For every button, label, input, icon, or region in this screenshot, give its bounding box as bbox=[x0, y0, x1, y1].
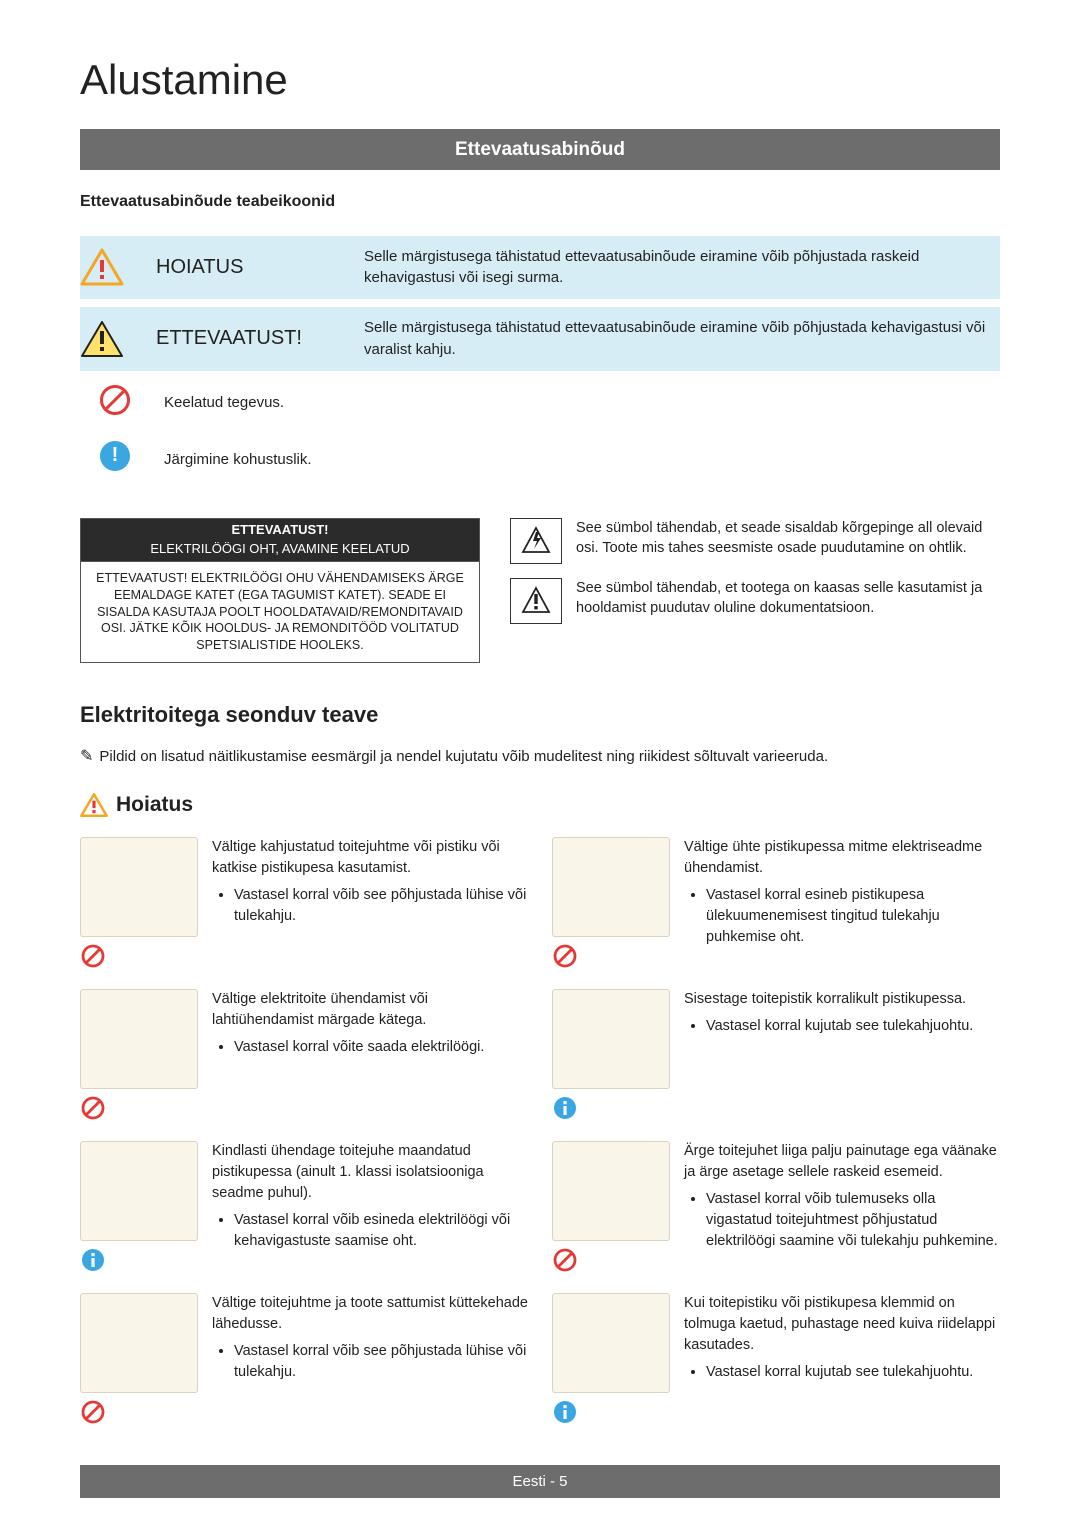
caution-box-title: ETTEVAATUST! bbox=[81, 521, 479, 540]
prohibit-icon bbox=[552, 1247, 578, 1273]
warning-item: Kui toitepistiku või pistikupesa klemmid… bbox=[552, 1293, 1000, 1425]
caution-label: ETTEVAATUST! bbox=[150, 307, 350, 371]
icon-legend-table: HOIATUS Selle märgistusega tähistatud et… bbox=[80, 228, 1000, 493]
warning-sub-text: Vastasel korral võib esineda elektrilöög… bbox=[234, 1210, 528, 1252]
caution-box-subtitle: ELEKTRILÖÖGI OHT, AVAMINE KEELATUD bbox=[81, 540, 479, 559]
mandatory-desc: Järgimine kohustuslik. bbox=[150, 435, 1000, 484]
warning-item: Vältige ühte pistikupessa mitme elektris… bbox=[552, 837, 1000, 969]
caution-box-body: ETTEVAATUST! ELEKTRILÖÖGI OHU VÄHENDAMIS… bbox=[80, 562, 480, 663]
documentation-icon bbox=[521, 586, 551, 616]
mandatory-icon bbox=[552, 1095, 578, 1121]
warning-triangle-icon bbox=[80, 248, 124, 286]
warning-item: Vältige elektritoite ühendamist või laht… bbox=[80, 989, 528, 1121]
warning-sub-text: Vastasel korral esineb pistikupesa üleku… bbox=[706, 885, 1000, 948]
warning-main-text: Kui toitepistiku või pistikupesa klemmid… bbox=[684, 1293, 1000, 1356]
note-icon: ✎ bbox=[80, 748, 93, 765]
warning-main-text: Vältige kahjustatud toitejuhtme või pist… bbox=[212, 837, 528, 879]
warning-sub-text: Vastasel korral kujutab see tulekahjuoht… bbox=[706, 1362, 1000, 1383]
warning-sub-text: Vastasel korral võib see põhjustada lühi… bbox=[234, 1341, 528, 1383]
row-mandatory: Järgimine kohustuslik. bbox=[80, 435, 1000, 484]
section-bar: Ettevaatusabinõud bbox=[80, 129, 1000, 171]
row-prohibit: Keelatud tegevus. bbox=[80, 379, 1000, 428]
illustration-placeholder bbox=[552, 837, 670, 937]
prohibit-icon bbox=[80, 1095, 106, 1121]
illustration-placeholder bbox=[80, 1293, 198, 1393]
h3-warning-text: Hoiatus bbox=[116, 790, 193, 820]
warning-main-text: Vältige ühte pistikupessa mitme elektris… bbox=[684, 837, 1000, 879]
high-voltage-icon bbox=[521, 526, 551, 556]
warning-main-text: Kindlasti ühendage toitejuhe maandatud p… bbox=[212, 1141, 528, 1204]
footer-page: 5 bbox=[559, 1473, 567, 1490]
warning-triangle-icon-small bbox=[80, 793, 108, 817]
warning-item: Vältige kahjustatud toitejuhtme või pist… bbox=[80, 837, 528, 969]
illustration-placeholder bbox=[552, 1141, 670, 1241]
warning-sub-text: Vastasel korral võite saada elektrilöögi… bbox=[234, 1037, 528, 1058]
warning-sub-text: Vastasel korral võib see põhjustada lühi… bbox=[234, 885, 528, 927]
illustration-placeholder bbox=[80, 837, 198, 937]
row-caution: ETTEVAATUST! Selle märgistusega tähistat… bbox=[80, 307, 1000, 371]
illustration-placeholder bbox=[552, 1293, 670, 1393]
row-warning: HOIATUS Selle märgistusega tähistatud et… bbox=[80, 236, 1000, 300]
symbol-row-doc: See sümbol tähendab, et tootega on kaasa… bbox=[510, 578, 1000, 624]
warning-main-text: Ärge toitejuhet liiga palju painutage eg… bbox=[684, 1141, 1000, 1183]
warning-label: HOIATUS bbox=[150, 236, 350, 300]
subheading-icons: Ettevaatusabinõude teabeikoonid bbox=[80, 190, 1000, 213]
illustration-placeholder bbox=[80, 1141, 198, 1241]
caution-box: ETTEVAATUST! ELEKTRILÖÖGI OHT, AVAMINE K… bbox=[80, 518, 480, 663]
illustration-placeholder bbox=[80, 989, 198, 1089]
footer-lang: Eesti bbox=[512, 1473, 545, 1490]
note-text: Pildid on lisatud näitlikustamise eesmär… bbox=[99, 748, 828, 765]
mandatory-icon bbox=[80, 1247, 106, 1273]
caution-triangle-icon bbox=[80, 320, 124, 358]
warning-sub-text: Vastasel korral kujutab see tulekahjuoht… bbox=[706, 1016, 1000, 1037]
warning-item: Kindlasti ühendage toitejuhe maandatud p… bbox=[80, 1141, 528, 1273]
page-footer: Eesti - 5 bbox=[80, 1465, 1000, 1499]
warning-item: Ärge toitejuhet liiga palju painutage eg… bbox=[552, 1141, 1000, 1273]
mandatory-icon bbox=[100, 441, 130, 471]
h3-warning: Hoiatus bbox=[80, 790, 1000, 820]
prohibit-icon bbox=[80, 1399, 106, 1425]
prohibit-icon bbox=[80, 943, 106, 969]
warning-main-text: Sisestage toitepistik korralikult pistik… bbox=[684, 989, 1000, 1010]
mandatory-icon bbox=[552, 1399, 578, 1425]
illustration-placeholder bbox=[552, 989, 670, 1089]
warning-item: Vältige toitejuhtme ja toote sattumist k… bbox=[80, 1293, 528, 1425]
caution-desc: Selle märgistusega tähistatud ettevaatus… bbox=[350, 307, 1000, 371]
page-title: Alustamine bbox=[80, 50, 1000, 111]
note-line: ✎ Pildid on lisatud näitlikustamise eesmä… bbox=[80, 745, 1000, 768]
h2-power-info: Elektritoitega seonduv teave bbox=[80, 699, 1000, 731]
prohibit-icon bbox=[100, 385, 130, 415]
warning-main-text: Vältige toitejuhtme ja toote sattumist k… bbox=[212, 1293, 528, 1335]
warning-main-text: Vältige elektritoite ühendamist või laht… bbox=[212, 989, 528, 1031]
warning-grid: Vältige kahjustatud toitejuhtme või pist… bbox=[80, 837, 1000, 1425]
prohibit-desc: Keelatud tegevus. bbox=[150, 379, 1000, 428]
symbol-doc-text: See sümbol tähendab, et tootega on kaasa… bbox=[576, 578, 1000, 624]
symbol-hv-text: See sümbol tähendab, et seade sisaldab k… bbox=[576, 518, 1000, 564]
symbol-row-hv: See sümbol tähendab, et seade sisaldab k… bbox=[510, 518, 1000, 564]
prohibit-icon bbox=[552, 943, 578, 969]
warning-desc: Selle märgistusega tähistatud ettevaatus… bbox=[350, 236, 1000, 300]
warning-sub-text: Vastasel korral võib tulemuseks olla vig… bbox=[706, 1189, 1000, 1252]
warning-item: Sisestage toitepistik korralikult pistik… bbox=[552, 989, 1000, 1121]
